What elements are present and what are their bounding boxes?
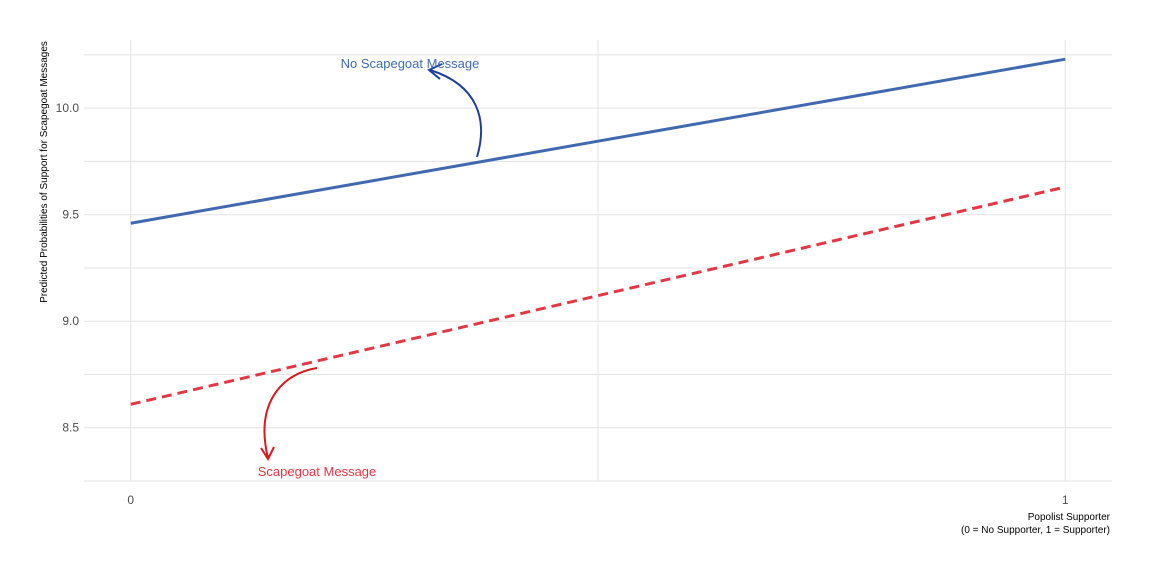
x-tick-label: 1 [1062,493,1069,507]
no-scapegoat-arrowhead [427,63,443,80]
grid [84,40,1112,482]
y-tick-label: 9.0 [62,314,79,328]
y-tick-labels: 8.5 9.0 9.5 10.0 [56,101,80,435]
series-lines [130,57,1066,406]
y-axis-title: Predicted Probabilities of Support for S… [39,41,50,303]
annotation-scapegoat: Scapegoat Message [258,464,377,479]
x-tick-label: 0 [127,493,134,507]
y-tick-label: 9.5 [62,208,79,222]
y-tick-label: 10.0 [56,101,80,115]
scapegoat-arrowhead [260,446,275,462]
series-line-0 [130,57,1066,225]
x-axis-title: Popolist Supporter [1028,512,1111,523]
y-tick-label: 8.5 [62,421,79,435]
annotation-arrows [260,63,483,462]
scapegoat-arrow [263,367,318,459]
x-axis-subtitle: (0 = No Supporter, 1 = Supporter) [961,525,1110,536]
no-scapegoat-arrow [429,69,483,158]
annotation-no-scapegoat: No Scapegoat Message [341,56,480,71]
